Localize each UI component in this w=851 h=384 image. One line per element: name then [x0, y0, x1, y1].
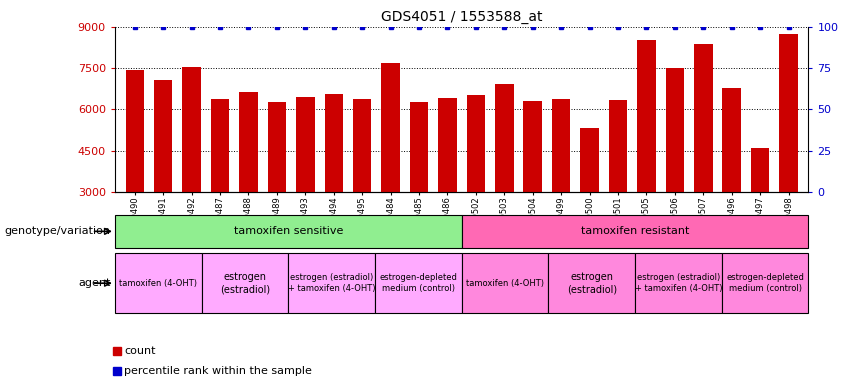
Text: estrogen-depleted
medium (control): estrogen-depleted medium (control)	[726, 273, 804, 293]
Bar	[780, 34, 797, 192]
Text: estrogen-depleted
medium (control): estrogen-depleted medium (control)	[380, 273, 457, 293]
Bar	[438, 98, 457, 192]
Bar	[296, 97, 315, 192]
Bar	[552, 99, 570, 192]
Bar	[154, 80, 173, 192]
Bar	[495, 84, 513, 192]
Bar	[665, 68, 684, 192]
Bar	[288, 253, 375, 313]
Bar	[381, 63, 400, 192]
Bar	[466, 95, 485, 192]
Bar	[694, 44, 712, 192]
Text: tamoxifen resistant: tamoxifen resistant	[581, 226, 689, 237]
Bar	[722, 253, 808, 313]
Text: percentile rank within the sample: percentile rank within the sample	[124, 366, 312, 376]
Text: estrogen
(estradiol): estrogen (estradiol)	[567, 272, 617, 294]
Bar	[548, 253, 635, 313]
Bar	[751, 148, 769, 192]
Text: tamoxifen sensitive: tamoxifen sensitive	[233, 226, 343, 237]
Bar	[353, 99, 371, 192]
Text: count: count	[124, 346, 156, 356]
Bar	[268, 102, 286, 192]
Bar	[461, 253, 548, 313]
Bar	[580, 128, 599, 192]
Bar	[608, 100, 627, 192]
Bar	[239, 93, 258, 192]
Bar	[115, 253, 202, 313]
Bar	[182, 67, 201, 192]
Text: estrogen (estradiol)
+ tamoxifen (4-OHT): estrogen (estradiol) + tamoxifen (4-OHT)	[288, 273, 375, 293]
Bar	[202, 253, 288, 313]
Text: estrogen (estradiol)
+ tamoxifen (4-OHT): estrogen (estradiol) + tamoxifen (4-OHT)	[635, 273, 722, 293]
Bar	[410, 102, 428, 192]
Bar	[324, 94, 343, 192]
Text: genotype/variation: genotype/variation	[4, 226, 111, 237]
Bar	[722, 88, 741, 192]
Text: tamoxifen (4-OHT): tamoxifen (4-OHT)	[119, 279, 197, 288]
Text: agent: agent	[78, 278, 111, 288]
Bar	[211, 99, 229, 192]
Text: tamoxifen (4-OHT): tamoxifen (4-OHT)	[466, 279, 544, 288]
Bar	[126, 70, 144, 192]
Bar	[523, 101, 542, 192]
Title: GDS4051 / 1553588_at: GDS4051 / 1553588_at	[381, 10, 542, 25]
Bar	[115, 215, 461, 248]
Bar	[375, 253, 461, 313]
Bar	[461, 215, 808, 248]
Bar	[635, 253, 722, 313]
Text: estrogen
(estradiol): estrogen (estradiol)	[220, 272, 270, 294]
Bar	[637, 40, 655, 192]
